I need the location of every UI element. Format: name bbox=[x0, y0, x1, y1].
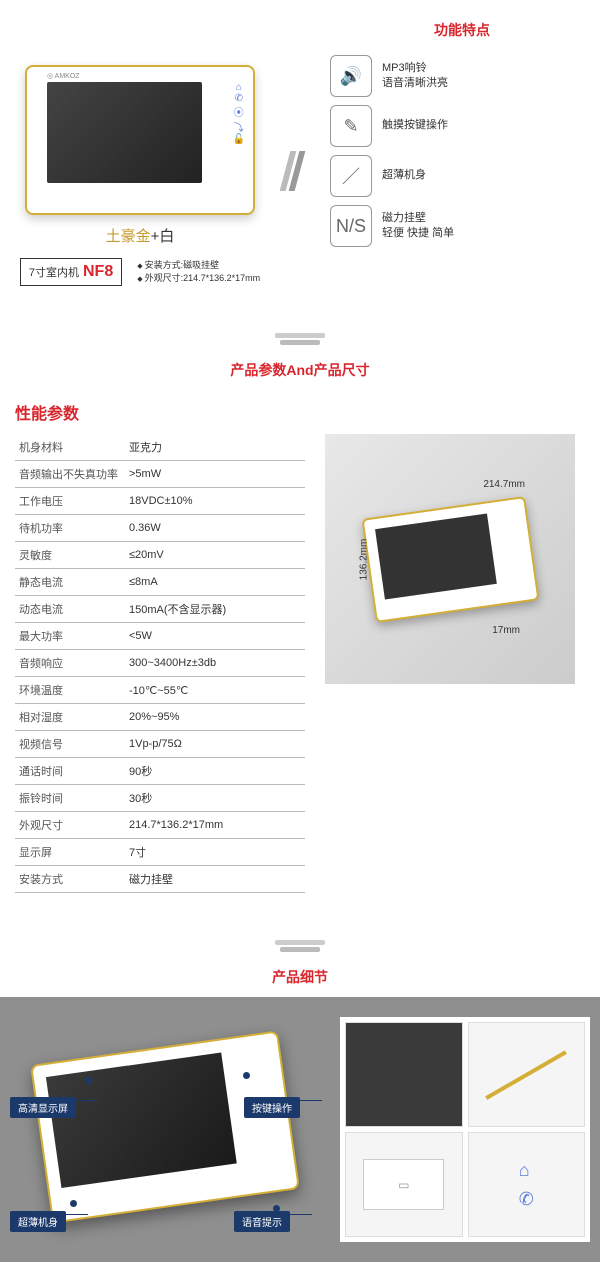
feature-text: 超薄机身 bbox=[382, 168, 426, 183]
specs-section: 性能参数 机身材料亚克力音频输出不失真功率>5mW工作电压18VDC±10%待机… bbox=[0, 390, 600, 923]
color-label: 土豪金+白 bbox=[10, 225, 270, 246]
table-row: 工作电压18VDC±10% bbox=[15, 488, 305, 515]
chevron-down-icon bbox=[275, 331, 325, 347]
thumb-icons: ⌂✆ bbox=[468, 1132, 586, 1237]
details-section: 高清显示屏 超薄机身 按键操作 语音提示 ▭ ⌂✆ bbox=[0, 997, 600, 1262]
feature-list: 🔊 MP3响铃语音清晰洪亮 ✎ 触摸按键操作 ／ 超薄机身 N/S 磁力挂壁轻便 快捷… bbox=[330, 55, 454, 247]
table-row: 静态电流≤8mA bbox=[15, 569, 305, 596]
table-row: 相对湿度20%~95% bbox=[15, 704, 305, 731]
table-row: 灵敏度≤20mV bbox=[15, 542, 305, 569]
feature-text: 触摸按键操作 bbox=[382, 118, 448, 133]
table-row: 视频信号1Vp-p/75Ω bbox=[15, 731, 305, 758]
features-section: 功能特点 ◎ AMKOZ ⌂✆⦿⤵🔓 土豪金+白 7寸室内机 NF8 安装方式:… bbox=[0, 0, 600, 316]
details-title: 产品细节 bbox=[0, 967, 600, 987]
table-row: 振铃时间30秒 bbox=[15, 785, 305, 812]
detail-device: 高清显示屏 超薄机身 按键操作 语音提示 bbox=[10, 1017, 330, 1242]
feature-text: MP3响铃语音清晰洪亮 bbox=[382, 61, 448, 92]
table-row: 外观尺寸214.7*136.2*17mm bbox=[15, 812, 305, 839]
table-row: 机身材料亚克力 bbox=[15, 434, 305, 461]
arrow-icon bbox=[285, 151, 315, 191]
model-badge: 7寸室内机 NF8 bbox=[20, 258, 122, 286]
table-row: 音频输出不失真功率>5mW bbox=[15, 461, 305, 488]
dimension-diagram: 214.7mm 136.2mm 17mm bbox=[325, 434, 575, 684]
callout: 语音提示 bbox=[234, 1211, 290, 1232]
divider: 产品参数And产品尺寸 bbox=[0, 331, 600, 380]
table-row: 音频响应300~3400Hz±3db bbox=[15, 650, 305, 677]
feature-item: ／ 超薄机身 bbox=[330, 155, 454, 197]
thumb-screen bbox=[345, 1022, 463, 1127]
install-info: 安装方式:磁吸挂壁 外观尺寸:214.7*136.2*17mm bbox=[137, 258, 260, 284]
features-title: 功能特点 bbox=[10, 20, 590, 40]
divider: 产品细节 bbox=[0, 938, 600, 987]
spec-table: 机身材料亚克力音频输出不失真功率>5mW工作电压18VDC±10%待机功率0.3… bbox=[15, 434, 305, 893]
feature-item: 🔊 MP3响铃语音清晰洪亮 bbox=[330, 55, 454, 97]
feature-text: 磁力挂壁轻便 快捷 简单 bbox=[382, 211, 454, 242]
table-row: 安装方式磁力挂壁 bbox=[15, 866, 305, 893]
table-row: 待机功率0.36W bbox=[15, 515, 305, 542]
feature-icon: ／ bbox=[330, 155, 372, 197]
feature-icon: ✎ bbox=[330, 105, 372, 147]
table-row: 最大功率<5W bbox=[15, 623, 305, 650]
table-row: 通话时间90秒 bbox=[15, 758, 305, 785]
spec-table-title: 性能参数 bbox=[15, 400, 585, 424]
feature-item: ✎ 触摸按键操作 bbox=[330, 105, 454, 147]
table-row: 显示屏7寸 bbox=[15, 839, 305, 866]
table-row: 动态电流150mA(不含显示器) bbox=[15, 596, 305, 623]
chevron-down-icon bbox=[275, 938, 325, 954]
thumb-edge bbox=[468, 1022, 586, 1127]
callout: 按键操作 bbox=[244, 1097, 300, 1118]
thumbnail-grid: ▭ ⌂✆ bbox=[340, 1017, 590, 1242]
feature-icon: N/S bbox=[330, 205, 372, 247]
product-card: ◎ AMKOZ ⌂✆⦿⤵🔓 土豪金+白 7寸室内机 NF8 安装方式:磁吸挂壁 … bbox=[10, 55, 270, 286]
feature-item: N/S 磁力挂壁轻便 快捷 简单 bbox=[330, 205, 454, 247]
specs-title: 产品参数And产品尺寸 bbox=[0, 360, 600, 380]
callout: 高清显示屏 bbox=[10, 1097, 76, 1118]
device-image: ◎ AMKOZ ⌂✆⦿⤵🔓 bbox=[25, 65, 255, 215]
feature-icon: 🔊 bbox=[330, 55, 372, 97]
thumb-back: ▭ bbox=[345, 1132, 463, 1237]
table-row: 环境温度-10℃~55℃ bbox=[15, 677, 305, 704]
callout: 超薄机身 bbox=[10, 1211, 66, 1232]
